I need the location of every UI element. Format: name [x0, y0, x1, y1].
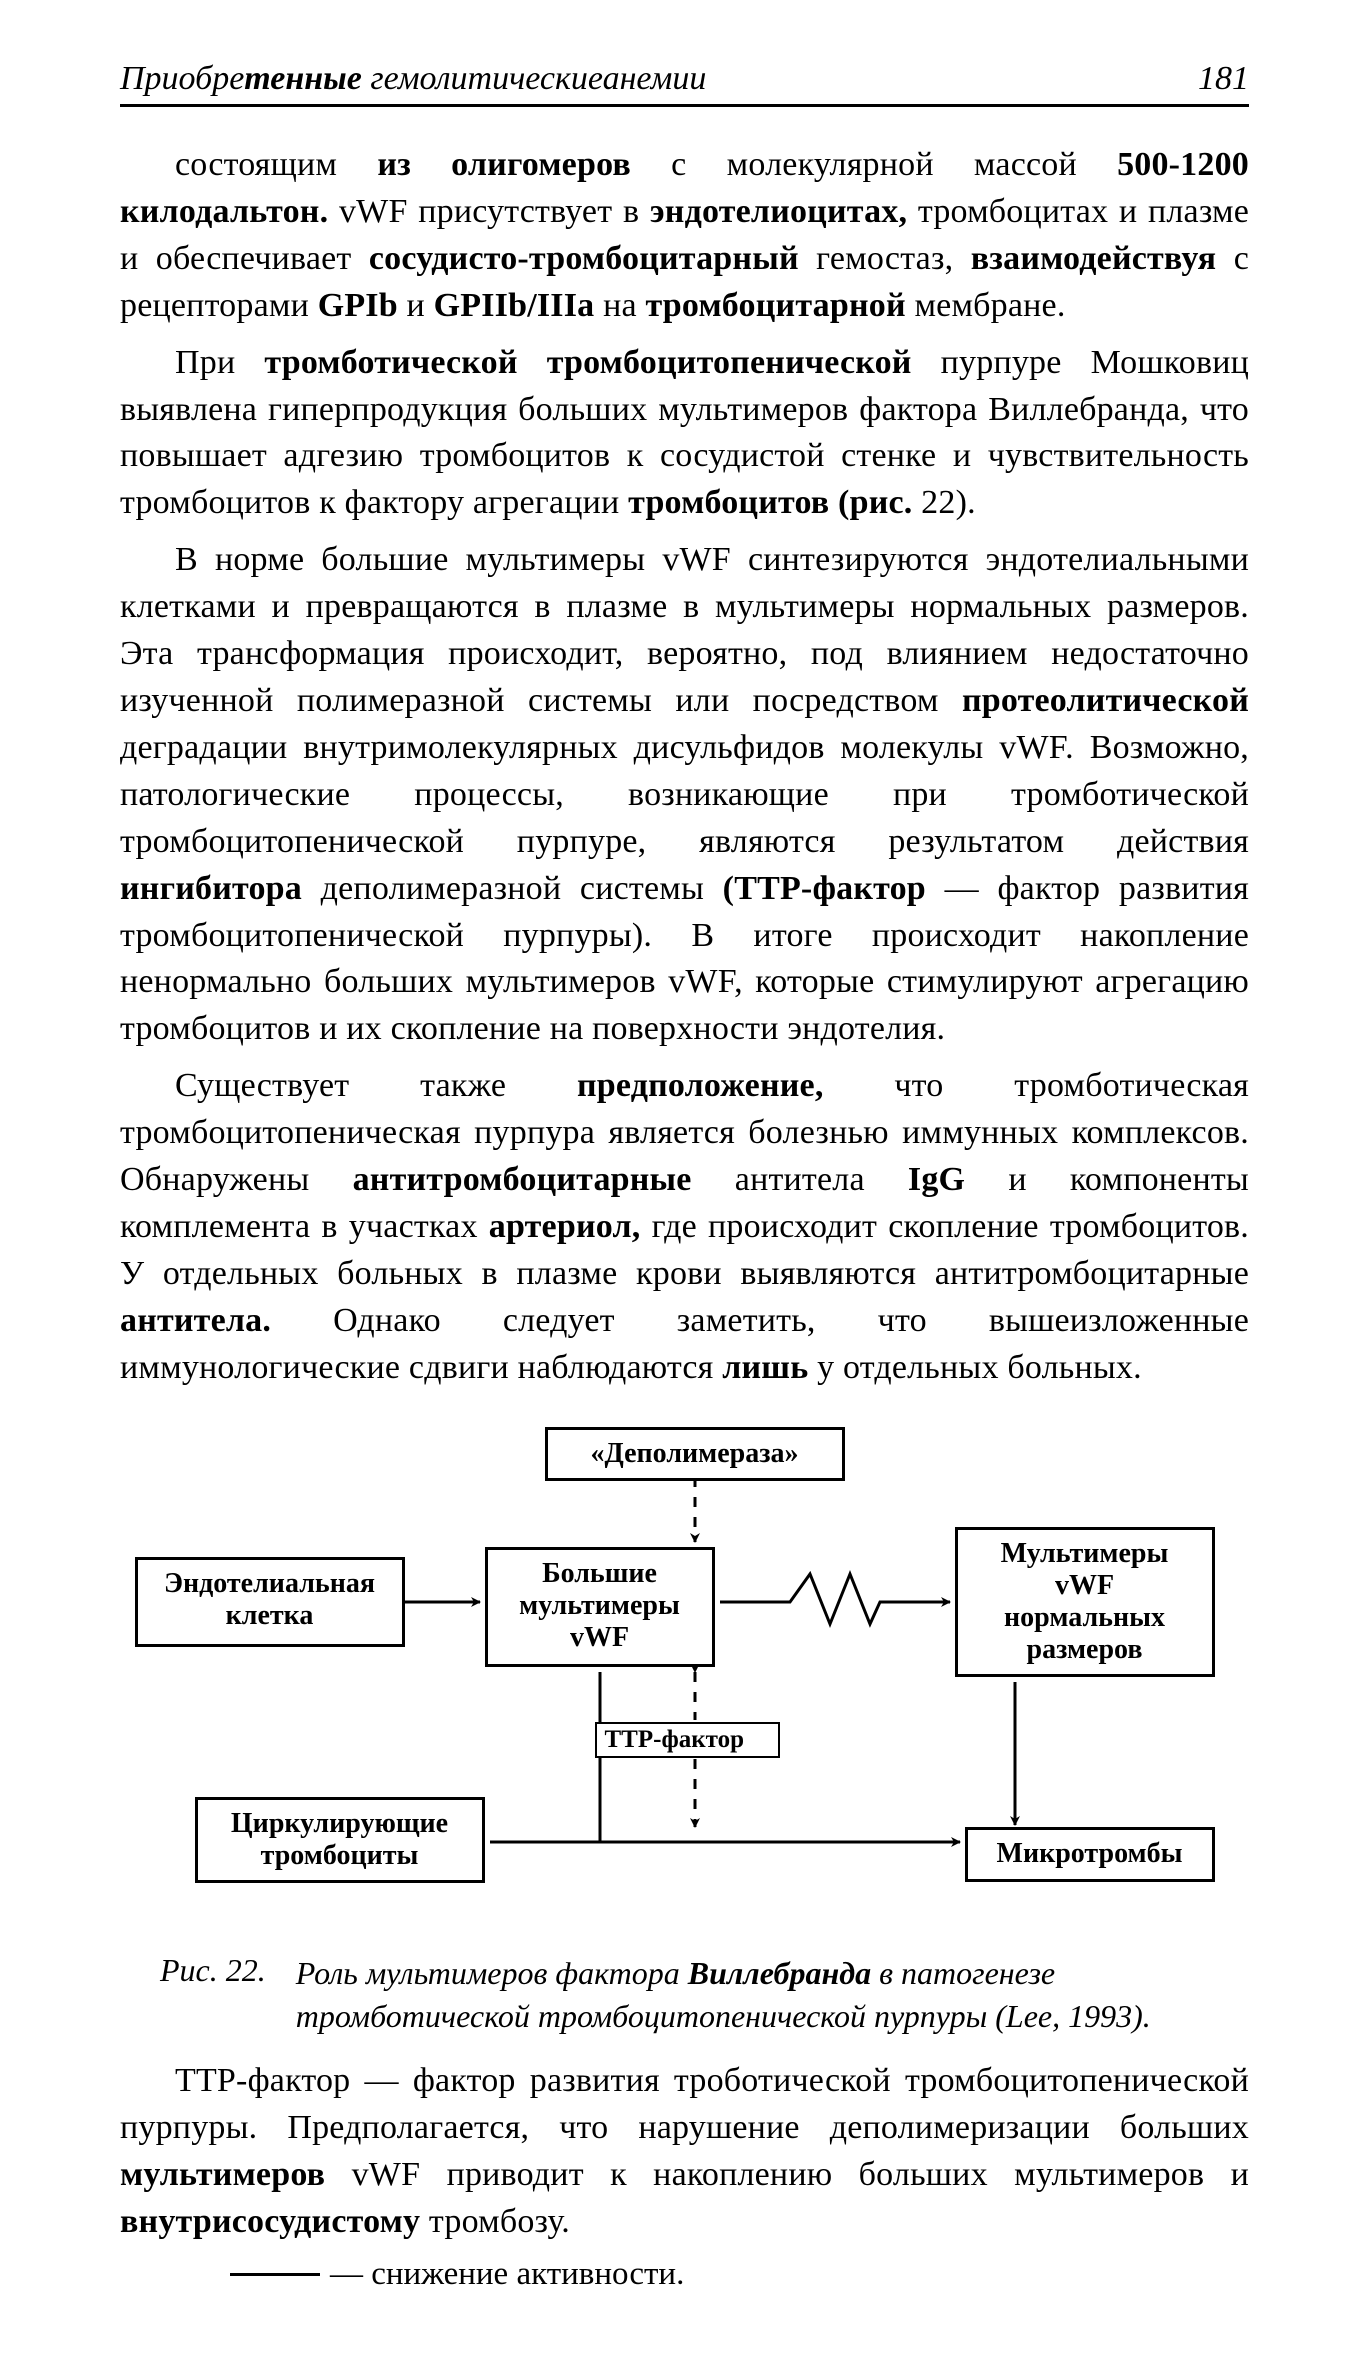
diagram-node-depolymerase: «Деполимераза»: [545, 1427, 845, 1481]
paragraph-1: состоящим из олигомеров с молекулярной м…: [120, 142, 1249, 330]
header-title-part2: гемолитическиеанемии: [362, 60, 707, 97]
diagram-node-micro: Микротромбы: [965, 1827, 1215, 1882]
diagram-node-ttp: ТТР-фактор: [595, 1722, 780, 1758]
figure-number: Рис. 22.: [160, 1952, 266, 2038]
header-title-bold: тенные: [244, 60, 362, 97]
page: Приобретенные гемолитическиеанемии 181 с…: [0, 0, 1349, 2373]
page-number: 181: [1198, 60, 1249, 98]
diagram-node-circ: Циркулирующиетромбоциты: [195, 1797, 485, 1883]
header-title: Приобретенные гемолитическиеанемии: [120, 60, 706, 98]
legend-text: — снижение активности.: [330, 2256, 684, 2293]
figure-caption-text: Роль мультимеров фактора Виллебранда в п…: [296, 1952, 1209, 2038]
paragraph-2: При тромботической тромбоцитопенической …: [120, 340, 1249, 528]
figure-note-text: ТТР-фактор — фактор развития троботическ…: [120, 2058, 1249, 2246]
paragraph-3: В норме большие мультимеры vWF синтезиру…: [120, 537, 1249, 1053]
diagram-node-endo: Эндотелиальнаяклетка: [135, 1557, 405, 1647]
diagram-node-normal: МультимерыvWFнормальныхразмеров: [955, 1527, 1215, 1678]
figure-note: ТТР-фактор — фактор развития троботическ…: [120, 2058, 1249, 2246]
running-header: Приобретенные гемолитическиеанемии 181: [120, 60, 1249, 107]
figure-legend: — снижение активности.: [230, 2256, 1249, 2293]
paragraph-4: Существует также предположение, что тром…: [120, 1063, 1249, 1391]
header-title-part1: Приобре: [120, 60, 244, 97]
figure-22-diagram: «Деполимераза» Эндотелиальнаяклетка Больши…: [135, 1427, 1235, 1927]
figure-caption: Рис. 22. Роль мультимеров фактора Виллеб…: [160, 1952, 1209, 2038]
diagram-node-big: БольшиемультимерыvWF: [485, 1547, 715, 1667]
legend-line-icon: [230, 2273, 320, 2276]
